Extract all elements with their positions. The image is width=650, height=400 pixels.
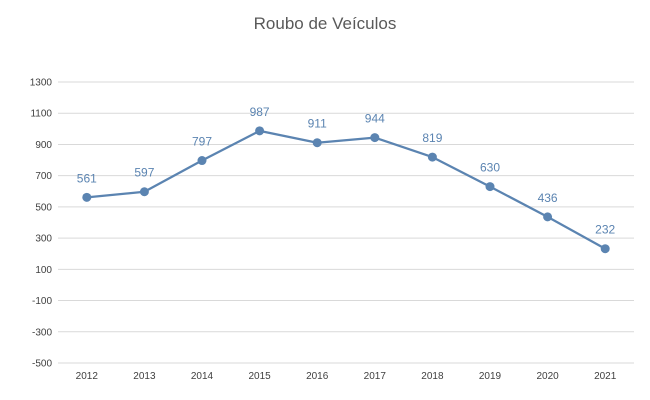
x-tick-label: 2019: [479, 371, 502, 382]
y-tick-label: -100: [32, 296, 52, 307]
x-tick-label: 2021: [594, 371, 617, 382]
y-tick-label: -500: [32, 359, 52, 370]
series-line: [86, 129, 606, 250]
data-point: [485, 182, 495, 192]
data-point: [370, 133, 380, 143]
x-tick-label: 2013: [133, 371, 156, 382]
data-label: 436: [538, 191, 558, 205]
data-point: [255, 126, 265, 136]
x-tick-label: 2016: [306, 371, 329, 382]
y-tick-label: 1300: [30, 78, 53, 89]
y-tick-label: 1100: [30, 109, 52, 120]
y-tick-label: 300: [35, 234, 52, 245]
x-tick-label: 2012: [76, 371, 99, 382]
data-label: 597: [134, 166, 154, 180]
data-label: 911: [308, 117, 327, 131]
data-label: 819: [422, 131, 442, 145]
y-tick-label: 500: [35, 202, 52, 213]
x-tick-label: 2015: [248, 371, 271, 382]
data-label: 630: [480, 161, 500, 175]
chart-title: Roubo de Veículos: [253, 14, 397, 33]
data-point: [600, 244, 610, 254]
data-point: [197, 156, 207, 166]
data-point: [82, 192, 92, 202]
data-label: 561: [77, 171, 97, 185]
data-label: 944: [365, 112, 385, 126]
y-tick-label: -300: [32, 327, 52, 338]
data-point: [427, 152, 437, 162]
data-label: 232: [595, 223, 615, 237]
data-point: [543, 212, 553, 222]
y-tick-label: 100: [35, 265, 52, 276]
data-point: [139, 187, 149, 197]
x-tick-label: 2018: [421, 371, 444, 382]
x-tick-label: 2014: [191, 371, 214, 382]
data-point: [312, 138, 322, 148]
y-tick-label: 700: [35, 171, 52, 182]
data-label: 797: [192, 135, 212, 149]
x-tick-label: 2017: [364, 371, 387, 382]
data-label: 987: [250, 105, 270, 119]
x-tick-label: 2020: [536, 371, 559, 382]
y-tick-label: 900: [35, 140, 52, 151]
